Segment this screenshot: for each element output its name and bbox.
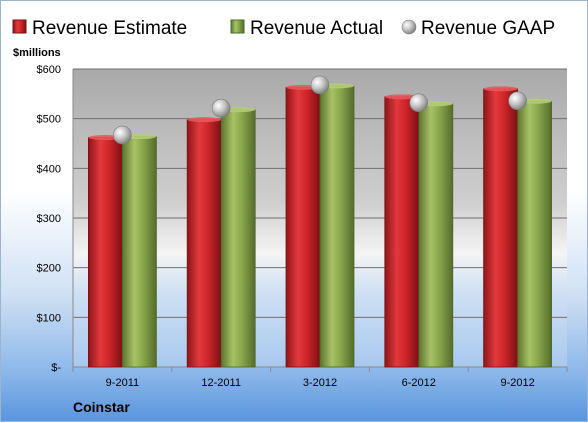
- actual-bar: [122, 136, 157, 368]
- bars: [88, 83, 552, 368]
- y-tick-label: $300: [37, 213, 61, 225]
- y-axis: $- $100 $200 $300 $400 $500 $600: [37, 64, 74, 374]
- legend-label: Revenue Estimate: [32, 18, 187, 39]
- estimate-bar: [186, 119, 222, 368]
- x-axis: 9-2011 12-2011 3-2012 6-2012 9-2012: [72, 367, 568, 389]
- x-tick-label: 9-2011: [106, 377, 139, 389]
- y-tick-label: $100: [37, 312, 61, 324]
- legend-item: Revenue GAAP: [401, 18, 555, 39]
- gaap-marker: [113, 125, 132, 145]
- y-tick-label: $-: [51, 362, 61, 374]
- y-tick-label: $500: [37, 114, 61, 126]
- estimate-bar-top: [384, 94, 419, 100]
- y-tick-label: $400: [37, 163, 61, 175]
- actual-bar: [319, 85, 355, 368]
- x-tick-label: 3-2012: [303, 377, 337, 389]
- gaap-marker: [211, 98, 231, 118]
- legend-item: Revenue Estimate: [12, 18, 187, 39]
- actual-bar: [418, 103, 454, 368]
- x-tick-label: 9-2012: [500, 377, 534, 389]
- y-tick-label: $200: [37, 263, 61, 275]
- legend-label: Revenue GAAP: [421, 18, 555, 39]
- legend-swatch: [401, 19, 417, 35]
- legend-swatch: [12, 19, 27, 34]
- legend-label: Revenue Actual: [250, 18, 383, 39]
- y-tick-label: $600: [37, 64, 61, 76]
- unit-label: $millions: [13, 47, 61, 59]
- estimate-bar: [483, 88, 519, 368]
- legend-swatch: [230, 19, 245, 34]
- x-tick-label: 6-2012: [402, 377, 436, 389]
- gaap-markers: [113, 75, 527, 145]
- gaap-marker: [508, 91, 527, 111]
- estimate-bar: [88, 137, 123, 368]
- estimate-bar: [384, 96, 420, 368]
- estimate-bar-top: [187, 117, 222, 123]
- estimate-bar: [285, 86, 321, 368]
- x-tick-label: 12-2011: [201, 377, 241, 389]
- gaap-marker: [409, 93, 429, 113]
- actual-bar: [517, 100, 552, 368]
- legend-item: Revenue Actual: [230, 18, 383, 39]
- company-label: Coinstar: [73, 399, 130, 415]
- estimate-bar-top: [483, 86, 518, 92]
- legend: Revenue Estimate Revenue Actual Revenue GA…: [12, 18, 555, 39]
- gaap-marker: [310, 75, 330, 95]
- actual-bar: [220, 109, 256, 368]
